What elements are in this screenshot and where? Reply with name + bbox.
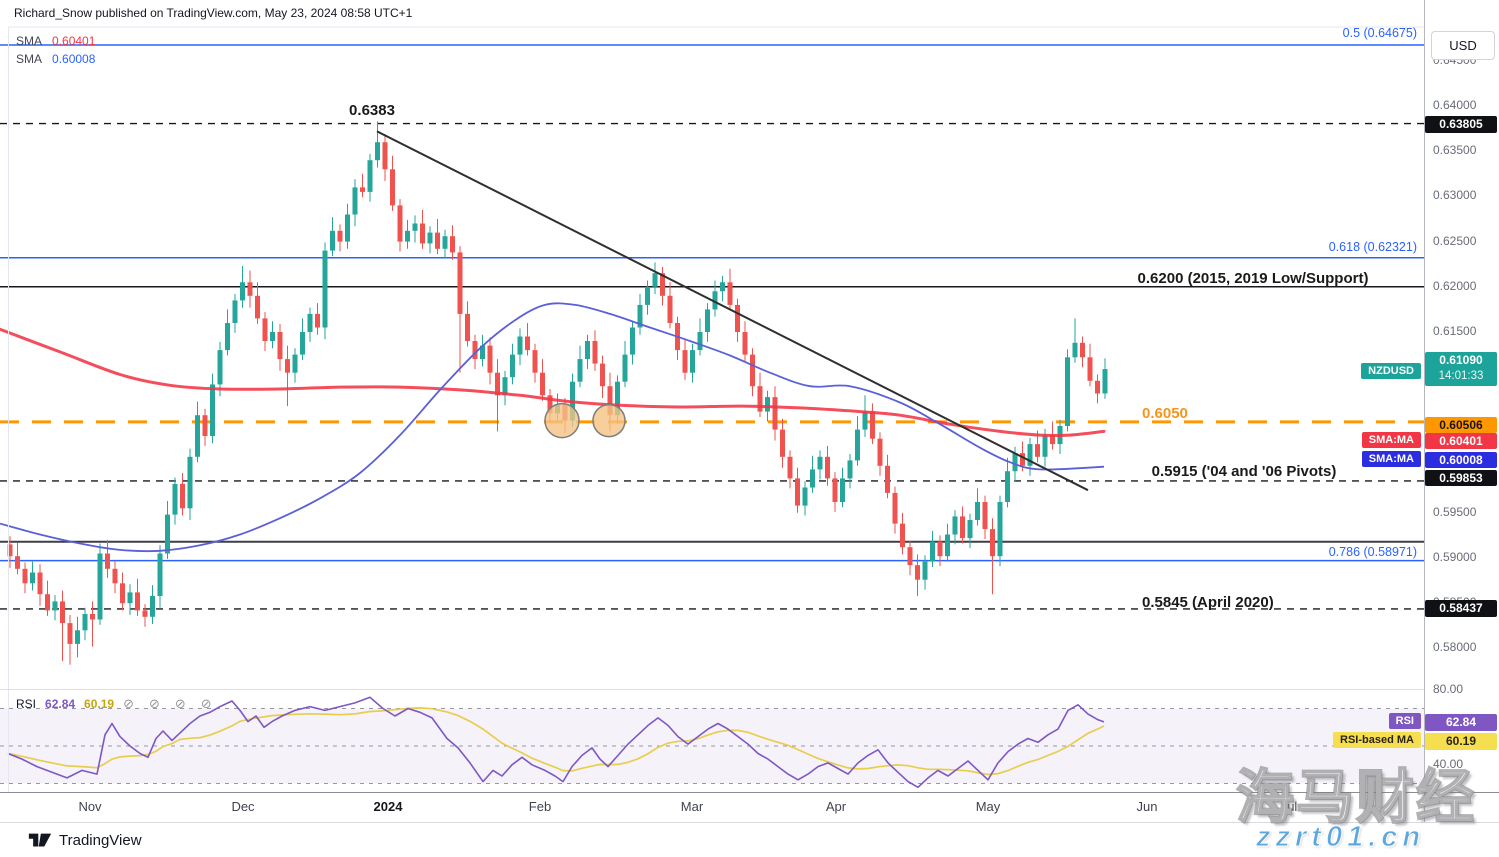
series-tag: SMA:MA bbox=[1361, 451, 1421, 467]
axis-badge: 0.60401 bbox=[1425, 433, 1497, 449]
chart-annotation: 0.786 (0.58971) bbox=[1328, 545, 1417, 559]
axis-badge: 62.84 bbox=[1425, 713, 1497, 731]
footer-bar: TradingView bbox=[0, 823, 1499, 857]
watermark-url: zzrt01.cn bbox=[1255, 821, 1426, 854]
price-tick: 0.62500 bbox=[1433, 233, 1477, 248]
sma-legend-row-1[interactable]: SMA 0.60401 bbox=[16, 32, 95, 50]
highlight-circle[interactable] bbox=[544, 402, 580, 439]
price-tick: 0.63000 bbox=[1433, 188, 1477, 203]
price-tick: 0.64000 bbox=[1433, 98, 1477, 112]
month-label-Feb: Feb bbox=[528, 799, 552, 814]
series-tag: RSI-based MA bbox=[1333, 732, 1421, 748]
hidden-value-icon: ⊘ bbox=[148, 696, 166, 711]
tradingview-logo-icon bbox=[28, 833, 52, 846]
rsi-value: 62.84 bbox=[45, 697, 76, 711]
indicator-legend: SMA 0.60401 SMA 0.60008 bbox=[16, 32, 95, 68]
axis-badge: 0.60506 bbox=[1425, 417, 1497, 433]
rsi-legend[interactable]: RSI 62.84 60.19 ⊘ ⊘ ⊘ ⊘ bbox=[16, 696, 218, 712]
month-label-2024: 2024 bbox=[373, 799, 403, 814]
hidden-value-icon: ⊘ bbox=[200, 696, 218, 711]
axis-badge: 0.63805 bbox=[1425, 115, 1497, 133]
price-tick: 0.61500 bbox=[1433, 324, 1477, 338]
rsi-ma-value: 60.19 bbox=[84, 697, 115, 711]
tradingview-brand[interactable]: TradingView bbox=[59, 831, 142, 849]
sma-red-line bbox=[0, 327, 1106, 438]
candles-layer bbox=[7, 121, 1108, 665]
chart-annotation: 0.6050 bbox=[1142, 405, 1188, 422]
month-label-May: May bbox=[975, 799, 1001, 814]
chart-annotation: 0.5915 ('04 and '06 Pivots) bbox=[1151, 463, 1337, 480]
series-tag: RSI bbox=[1388, 713, 1421, 729]
rsi-label: RSI bbox=[16, 697, 37, 711]
month-label-Jul: Jul bbox=[1280, 799, 1298, 814]
month-label-Mar: Mar bbox=[680, 799, 704, 814]
sma1-label: SMA bbox=[16, 34, 43, 48]
chart-annotation: 0.5 (0.64675) bbox=[1342, 26, 1417, 40]
sma2-label: SMA bbox=[16, 52, 43, 66]
axis-badge: 0.59853 bbox=[1425, 470, 1497, 486]
chart-annotation: 0.6200 (2015, 2019 Low/Support) bbox=[1137, 270, 1369, 287]
axis-badge: 0.58437 bbox=[1425, 599, 1497, 617]
month-label-Nov: Nov bbox=[78, 799, 102, 814]
watermark-cn: 海马财经 bbox=[1235, 764, 1477, 831]
axis-badge: 60.19 bbox=[1425, 732, 1497, 750]
price-tick: 0.59000 bbox=[1433, 550, 1477, 564]
axis-badge: 0.61090 14:01:33 bbox=[1425, 352, 1497, 386]
month-label-Jun: Jun bbox=[1136, 799, 1158, 814]
currency-button[interactable]: USD bbox=[1431, 31, 1495, 60]
month-label-Apr: Apr bbox=[825, 799, 847, 814]
sma-legend-row-2[interactable]: SMA 0.60008 bbox=[16, 50, 95, 68]
rsi-tick: 40.00 bbox=[1433, 756, 1464, 771]
publisher-note: Richard_Snow published on TradingView.co… bbox=[14, 6, 413, 20]
price-tick: 0.63500 bbox=[1433, 143, 1477, 158]
rsi-line bbox=[7, 696, 1105, 789]
series-tag: SMA:MA bbox=[1361, 432, 1421, 448]
hidden-value-icon: ⊘ bbox=[123, 696, 140, 711]
hidden-value-icon: ⊘ bbox=[174, 696, 192, 711]
sma-blue-line bbox=[0, 302, 1105, 553]
rsi-ma-line bbox=[7, 707, 1105, 776]
price-tick: 0.59500 bbox=[1433, 504, 1477, 519]
highlight-circle[interactable] bbox=[592, 403, 626, 438]
price-tick: 0.58000 bbox=[1433, 640, 1477, 655]
level-lines bbox=[0, 44, 1424, 610]
axis-badge: 0.60008 bbox=[1425, 452, 1497, 468]
month-label-Dec: Dec bbox=[231, 799, 255, 814]
chart-annotation: 0.6383 bbox=[349, 102, 395, 119]
rsi-tick: 80.00 bbox=[1433, 681, 1464, 696]
descending-trendline[interactable] bbox=[376, 130, 1089, 492]
chart-annotation: 0.618 (0.62321) bbox=[1328, 240, 1417, 254]
price-tick: 0.62000 bbox=[1433, 278, 1477, 293]
chart-annotation: 0.5845 (April 2020) bbox=[1142, 594, 1274, 611]
series-tag: NZDUSD bbox=[1361, 363, 1421, 379]
sma2-value: 0.60008 bbox=[52, 52, 96, 66]
sma1-value: 0.60401 bbox=[52, 34, 96, 48]
